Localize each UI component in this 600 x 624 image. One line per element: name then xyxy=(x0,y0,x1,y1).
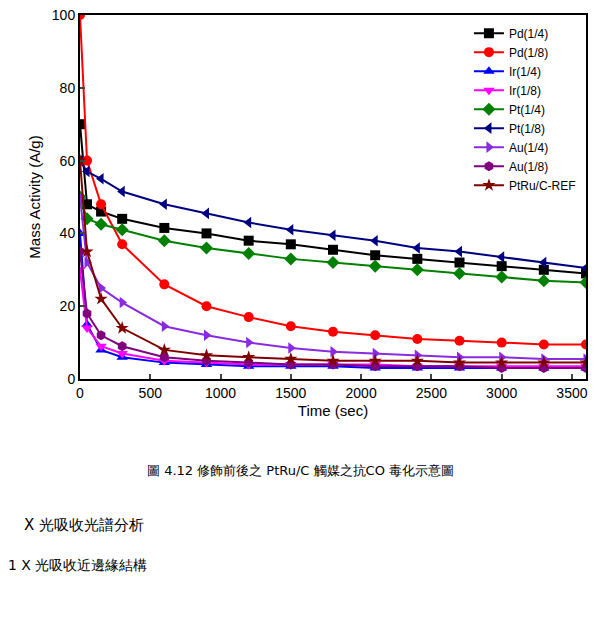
svg-text:Time (sec): Time (sec) xyxy=(298,402,368,419)
svg-text:Pt(1/4): Pt(1/4) xyxy=(509,103,545,117)
svg-text:3000: 3000 xyxy=(486,385,517,401)
svg-text:60: 60 xyxy=(60,153,76,169)
svg-text:Pt(1/8): Pt(1/8) xyxy=(509,122,545,136)
svg-text:Ir(1/8): Ir(1/8) xyxy=(509,84,541,98)
svg-text:Au(1/8): Au(1/8) xyxy=(509,160,548,174)
svg-text:Au(1/4): Au(1/4) xyxy=(509,141,548,155)
svg-text:20: 20 xyxy=(60,298,76,314)
svg-text:1000: 1000 xyxy=(205,385,236,401)
svg-text:圖 4.12 修飾前後之 PtRu/C 觸媒之抗CO 毒化示: 圖 4.12 修飾前後之 PtRu/C 觸媒之抗CO 毒化示意圖 xyxy=(147,463,454,478)
svg-text:80: 80 xyxy=(60,80,76,96)
svg-text:0: 0 xyxy=(76,385,84,401)
svg-text:3500: 3500 xyxy=(556,385,587,401)
svg-text:500: 500 xyxy=(139,385,163,401)
svg-text:Pd(1/8): Pd(1/8) xyxy=(509,46,548,60)
svg-text:2000: 2000 xyxy=(346,385,377,401)
svg-text:Pd(1/4): Pd(1/4) xyxy=(509,27,548,41)
svg-text:X 光吸收光譜分析: X 光吸收光譜分析 xyxy=(24,516,144,534)
svg-text:1500: 1500 xyxy=(275,385,306,401)
svg-text:Mass Activity (A/g): Mass Activity (A/g) xyxy=(26,135,43,258)
svg-text:100: 100 xyxy=(52,7,76,23)
svg-text:2500: 2500 xyxy=(416,385,447,401)
svg-text:1 X 光吸收近邊緣結構: 1 X 光吸收近邊緣結構 xyxy=(8,557,147,573)
svg-text:0: 0 xyxy=(67,371,75,387)
svg-text:PtRu/C-REF: PtRu/C-REF xyxy=(509,179,576,193)
svg-text:40: 40 xyxy=(60,225,76,241)
svg-text:Ir(1/4): Ir(1/4) xyxy=(509,65,541,79)
